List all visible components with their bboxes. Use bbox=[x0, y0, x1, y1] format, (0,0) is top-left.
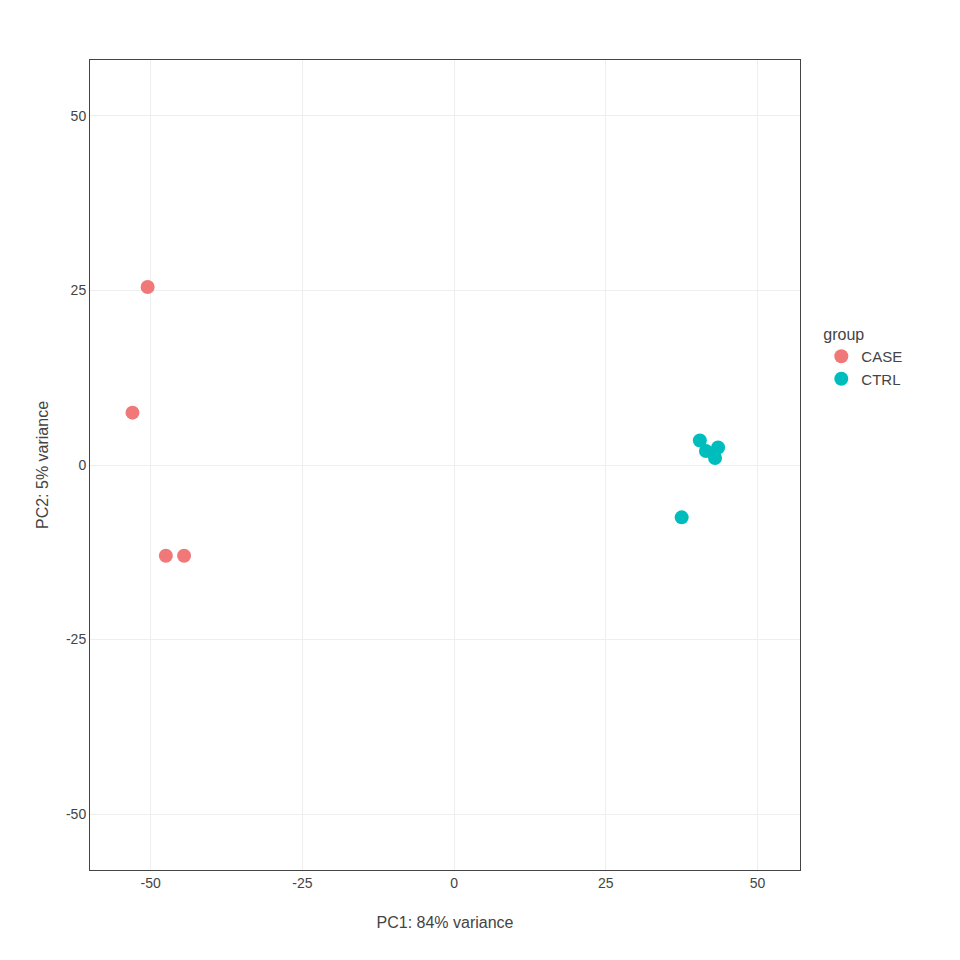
svg-text:group: group bbox=[823, 326, 864, 343]
svg-text:25: 25 bbox=[598, 875, 614, 891]
svg-text:-50: -50 bbox=[66, 806, 86, 822]
svg-text:-25: -25 bbox=[292, 875, 312, 891]
svg-text:CASE: CASE bbox=[861, 348, 902, 365]
svg-text:0: 0 bbox=[78, 457, 86, 473]
svg-text:CTRL: CTRL bbox=[861, 371, 900, 388]
svg-text:-25: -25 bbox=[66, 631, 86, 647]
svg-text:25: 25 bbox=[71, 282, 87, 298]
svg-text:PC2: 5% variance: PC2: 5% variance bbox=[34, 401, 51, 529]
svg-text:50: 50 bbox=[71, 108, 87, 124]
svg-text:-50: -50 bbox=[141, 875, 161, 891]
svg-text:0: 0 bbox=[450, 875, 458, 891]
svg-text:PC1: 84% variance: PC1: 84% variance bbox=[377, 914, 514, 931]
svg-text:50: 50 bbox=[750, 875, 766, 891]
